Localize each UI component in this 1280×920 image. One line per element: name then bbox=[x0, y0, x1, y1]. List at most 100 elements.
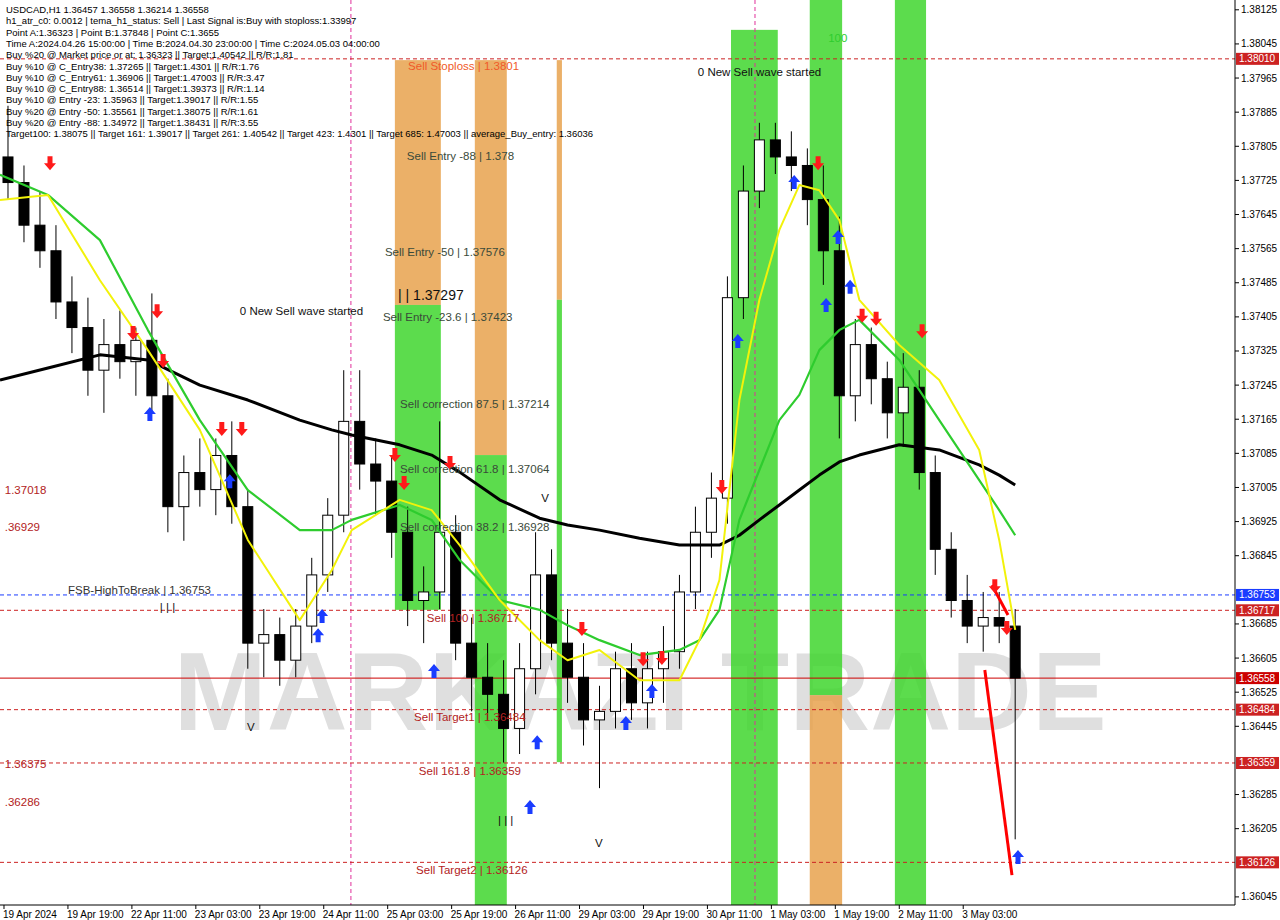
info-line: Point A:1.36323 | Point B:1.37848 | Poin… bbox=[6, 27, 219, 38]
y-tick-label: 1.37725 bbox=[1241, 175, 1278, 186]
y-tick-label: 1.36845 bbox=[1241, 550, 1278, 561]
y-tick-label: 1.37085 bbox=[1241, 448, 1278, 459]
price-level-label: 1.36484 bbox=[1239, 704, 1276, 715]
annotation: V bbox=[595, 837, 603, 849]
candle-body bbox=[147, 340, 157, 395]
plot-area bbox=[0, 0, 1235, 905]
signal-arrow bbox=[716, 480, 728, 494]
signal-arrow bbox=[531, 735, 543, 749]
info-line: Buy %20 @ Entry -88: 1.34972 || Target:1… bbox=[6, 117, 258, 128]
annotation: Sell Target1 | 1.36484 bbox=[414, 711, 526, 723]
signal-arrow bbox=[44, 156, 56, 170]
y-tick bbox=[1235, 453, 1239, 454]
signal-arrow bbox=[646, 684, 658, 698]
y-tick bbox=[1235, 112, 1239, 113]
info-line: Time A:2024.04.26 15:00:00 | Time B:2024… bbox=[6, 38, 380, 49]
signal-arrow bbox=[812, 156, 824, 170]
x-tick-label: 22 Apr 11:00 bbox=[131, 909, 187, 920]
signal-arrow bbox=[316, 609, 328, 623]
signal-arrow bbox=[989, 579, 1001, 593]
y-tick-label: 1.37005 bbox=[1241, 482, 1278, 493]
y-tick bbox=[1235, 521, 1239, 522]
y-tick-label: 1.36525 bbox=[1241, 687, 1278, 698]
candle-body bbox=[1010, 626, 1020, 678]
x-axis-line bbox=[0, 905, 1235, 906]
y-tick-label: 1.36205 bbox=[1241, 823, 1278, 834]
price-level-box bbox=[1236, 856, 1279, 868]
y-tick-label: 1.37165 bbox=[1241, 414, 1278, 425]
annotation: .36929 bbox=[5, 521, 40, 533]
candle-body bbox=[978, 618, 988, 627]
price-level-label: 1.36126 bbox=[1239, 857, 1276, 868]
x-tick-label: 24 Apr 11:00 bbox=[323, 909, 379, 920]
signal-arrow bbox=[788, 175, 800, 189]
info-line: Buy %10 @ C_Entry38: 1.37265 || Target:1… bbox=[6, 61, 259, 72]
signal-arrow bbox=[224, 474, 236, 488]
y-tick bbox=[1235, 350, 1239, 351]
price-level-box bbox=[1236, 53, 1279, 65]
candle-body bbox=[866, 345, 876, 379]
candle-body bbox=[898, 387, 908, 413]
candle-body bbox=[291, 626, 301, 660]
annotation: FSB-HighToBreak | 1.36753 bbox=[68, 584, 211, 596]
x-tick-label: 3 May 03:00 bbox=[962, 909, 1017, 920]
annotation: Sell correction 61.8 | 1.37064 bbox=[400, 463, 550, 475]
y-tick bbox=[1235, 658, 1239, 659]
signal-arrow bbox=[856, 309, 868, 323]
signal-arrow bbox=[236, 422, 248, 436]
candle-body bbox=[435, 532, 445, 592]
y-tick-label: 1.37485 bbox=[1241, 277, 1278, 288]
price-level bbox=[0, 610, 1235, 611]
signal-arrow bbox=[916, 324, 928, 338]
watermark: MARKAZI TRADE bbox=[173, 629, 1106, 754]
y-tick-label: 1.36045 bbox=[1241, 891, 1278, 902]
y-tick-label: 1.37645 bbox=[1241, 209, 1278, 220]
candle-body bbox=[275, 635, 285, 661]
signal-arrow bbox=[389, 448, 401, 462]
zone-band bbox=[810, 695, 842, 905]
candle-body bbox=[690, 532, 700, 592]
annotation: V bbox=[247, 721, 255, 733]
candle-body bbox=[674, 592, 684, 652]
candle-body bbox=[786, 157, 796, 166]
price-level-box bbox=[1236, 757, 1279, 769]
y-tick-label: 1.36925 bbox=[1241, 516, 1278, 527]
candle-body bbox=[483, 677, 493, 694]
y-tick bbox=[1235, 78, 1239, 79]
y-tick bbox=[1235, 385, 1239, 386]
y-tick bbox=[1235, 487, 1239, 488]
candle-body bbox=[243, 507, 253, 643]
price-level-label: 1.36558 bbox=[1239, 673, 1276, 684]
price-level-label: 1.36717 bbox=[1239, 605, 1276, 616]
x-tick-label: 25 Apr 19:00 bbox=[451, 909, 508, 920]
y-tick-label: 1.37245 bbox=[1241, 380, 1278, 391]
background bbox=[0, 0, 1280, 920]
signal-arrow bbox=[637, 652, 649, 666]
y-tick-label: 1.36685 bbox=[1241, 618, 1278, 629]
candle-body bbox=[115, 345, 125, 362]
y-tick-label: 1.38045 bbox=[1241, 38, 1278, 49]
y-tick bbox=[1235, 555, 1239, 556]
annotation: Sell Stoploss | 1.3801 bbox=[408, 60, 519, 72]
info-line: Buy %10 @ C_Entry88: 1.36514 || Target:1… bbox=[6, 83, 265, 94]
annotation: Sell Target2 | 1.36126 bbox=[416, 864, 527, 876]
y-axis-line bbox=[1235, 0, 1236, 905]
candle-wick bbox=[423, 566, 424, 643]
session-line bbox=[754, 0, 755, 905]
zone-band bbox=[395, 60, 441, 305]
x-tick-label: 26 Apr 11:00 bbox=[515, 909, 571, 920]
candle-body bbox=[531, 575, 541, 669]
candle-body bbox=[770, 140, 780, 157]
candle-body bbox=[35, 225, 45, 251]
y-tick bbox=[1235, 419, 1239, 420]
candle-body bbox=[179, 473, 189, 507]
candle-body bbox=[99, 345, 109, 371]
price-level-label: 1.36753 bbox=[1239, 589, 1276, 600]
candle-body bbox=[882, 379, 892, 413]
moving-average bbox=[0, 185, 1015, 680]
candle-body bbox=[611, 669, 621, 712]
annotation: | | 1.37297 bbox=[398, 287, 464, 303]
candle-body bbox=[834, 251, 844, 396]
candle-body bbox=[371, 464, 381, 481]
price-level-box bbox=[1236, 672, 1279, 684]
